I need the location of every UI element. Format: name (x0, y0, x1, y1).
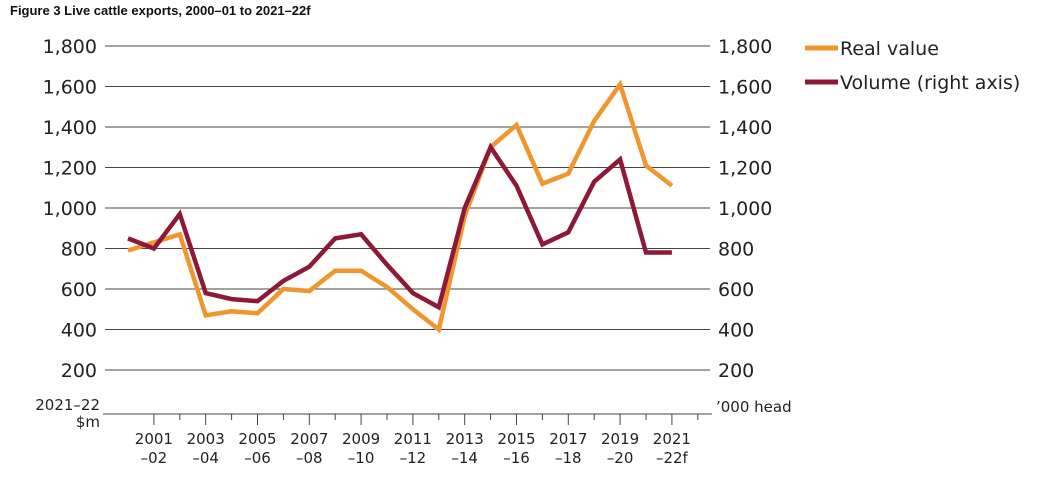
x-tick-label: –02 (141, 449, 168, 467)
x-tick-label: –12 (400, 449, 427, 467)
y-tick-label-right: 1,000 (718, 198, 772, 220)
chart-title: Figure 3 Live cattle exports, 2000–01 to… (10, 3, 311, 18)
y-tick-label-left: 1,000 (43, 198, 97, 220)
x-tick-label: 2009 (342, 430, 380, 448)
y-tick-label-left: 400 (61, 320, 97, 342)
y-tick-label-left: 600 (61, 279, 97, 301)
x-tick-label: –10 (348, 449, 375, 467)
y-tick-label-right: 800 (718, 239, 754, 261)
y-tick-label-right: 200 (718, 360, 754, 382)
right-axis-unit: ’000 head (716, 398, 792, 416)
x-tick-label: 2015 (497, 430, 535, 448)
y-tick-label-left: 1,200 (43, 158, 97, 180)
x-tick-label: –20 (607, 449, 634, 467)
x-tick-label: –14 (451, 449, 478, 467)
y-tick-label-left: 800 (61, 239, 97, 261)
x-tick-label: –06 (244, 449, 271, 467)
left-axis-unit: $m (76, 413, 100, 431)
x-tick-label: 2011 (394, 430, 432, 448)
left-axis-unit: 2021–22 (35, 396, 100, 414)
real-value-line (127, 79, 674, 334)
x-tick-label: 2021 (653, 430, 691, 448)
series-lines (127, 79, 674, 334)
y-tick-label-right: 1,800 (718, 36, 772, 58)
x-tick-label: –16 (503, 449, 530, 467)
legend-label: Real value (840, 38, 939, 60)
x-tick-label: 2001 (135, 430, 173, 448)
x-tick-label: 2019 (601, 430, 639, 448)
x-tick-label: 2013 (446, 430, 484, 448)
y-tick-label-right: 1,600 (718, 77, 772, 99)
x-tick-label: 2005 (238, 430, 276, 448)
x-tick-label: –22f (656, 449, 689, 467)
x-tick-label: –08 (296, 449, 323, 467)
y-tick-label-left: 1,600 (43, 77, 97, 99)
y-tick-label-right: 400 (718, 320, 754, 342)
axes: 200 200 400 400 600 600 800 800 1,000 1,000 1,200 1… (35, 36, 791, 467)
x-tick-label: –04 (192, 449, 219, 467)
y-tick-label-right: 1,200 (718, 158, 772, 180)
x-tick-label: 2017 (549, 430, 587, 448)
x-tick-label: 2003 (187, 430, 225, 448)
x-tick-label: –18 (555, 449, 582, 467)
y-tick-label-left: 1,400 (43, 117, 97, 139)
volume-line (127, 142, 672, 311)
y-tick-label-left: 1,800 (43, 36, 97, 58)
legend-label: Volume (right axis) (840, 72, 1020, 94)
y-tick-label-right: 1,400 (718, 117, 772, 139)
y-tick-label-right: 600 (718, 279, 754, 301)
legend: Real value Volume (right axis) (805, 38, 1020, 94)
y-tick-label-left: 200 (61, 360, 97, 382)
x-tick-label: 2007 (290, 430, 328, 448)
gridlines (105, 45, 710, 371)
